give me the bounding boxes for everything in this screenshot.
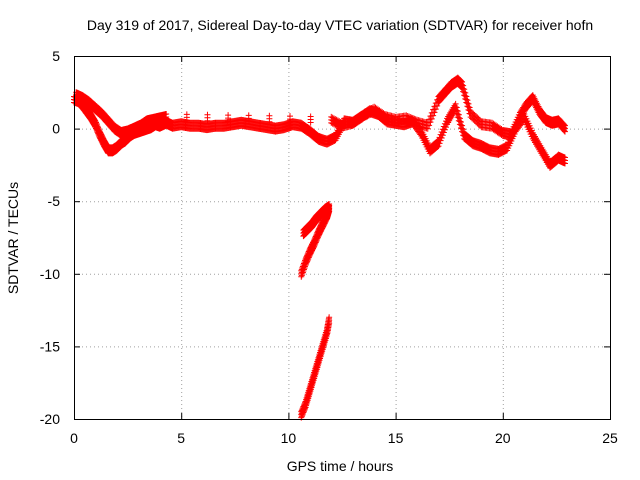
axis-ticks: 0 5 10 15 20 25 -20 -15 -10 -5 0 5 [40, 48, 618, 446]
chart-title: Day 319 of 2017, Sidereal Day-to-day VTE… [87, 17, 593, 33]
y-tick-label: -5 [48, 193, 61, 209]
y-tick-label: 0 [52, 121, 60, 137]
series-1 [73, 74, 568, 141]
series-3 [300, 201, 333, 240]
grid-lines [74, 56, 610, 419]
y-tick-label: -10 [40, 266, 60, 282]
y-tick-label: -15 [40, 338, 60, 354]
y-tick-label: -20 [40, 411, 60, 427]
x-axis-label: GPS time / hours [287, 458, 394, 474]
data-markers [71, 74, 568, 421]
y-tick-label: 5 [52, 48, 60, 64]
x-tick-label: 20 [495, 430, 511, 446]
series-3-markers [300, 201, 333, 240]
x-tick-label: 10 [281, 430, 297, 446]
series-1-markers [73, 74, 568, 141]
plot-frame [74, 56, 611, 420]
y-axis-label: SDTVAR / TECUs [5, 182, 21, 294]
x-tick-label: 5 [177, 430, 185, 446]
series-4-markers [298, 314, 333, 421]
x-tick-label: 15 [388, 430, 404, 446]
x-tick-label: 25 [602, 430, 618, 446]
series-4 [298, 314, 333, 421]
x-tick-label: 0 [70, 430, 78, 446]
